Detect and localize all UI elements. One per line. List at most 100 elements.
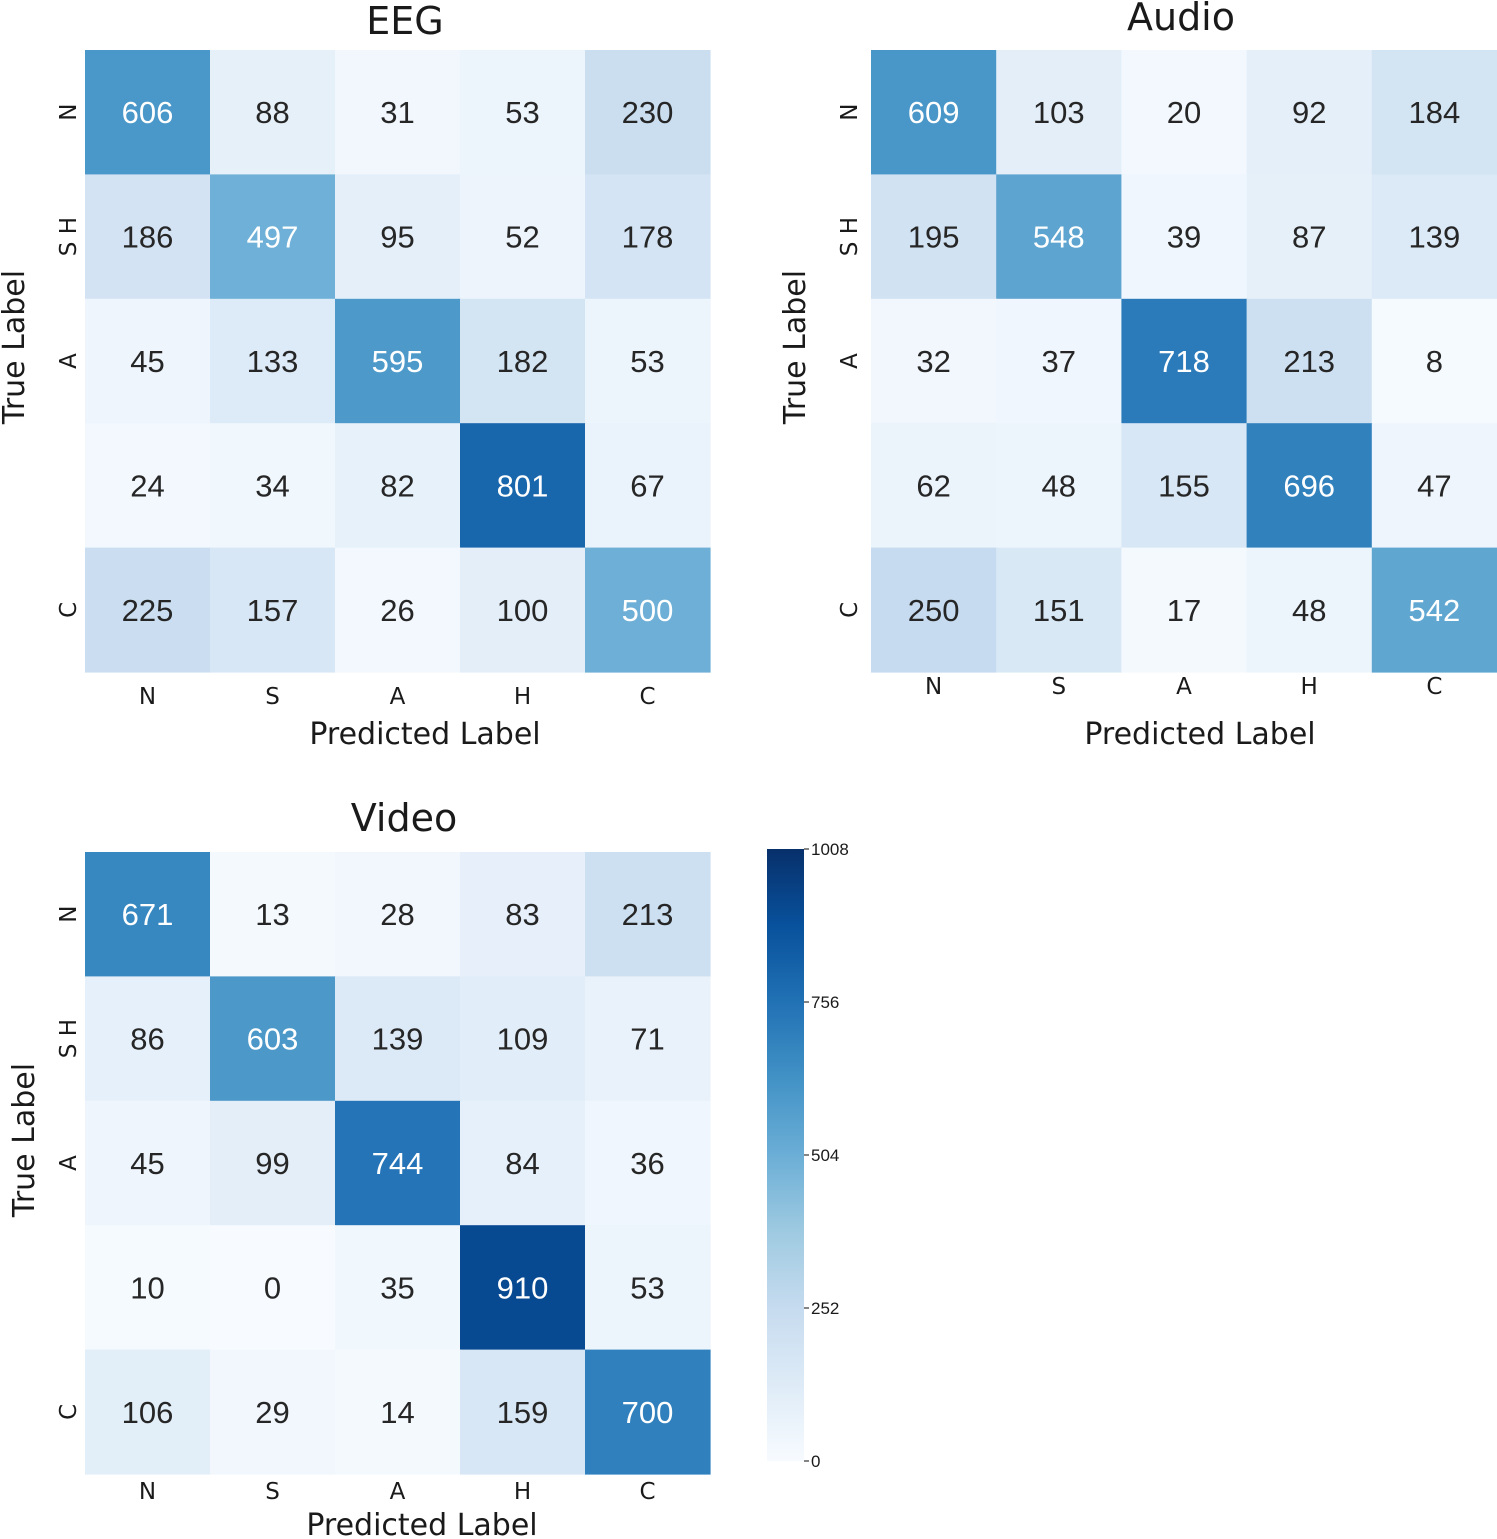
video-panel-title: Video [351, 796, 457, 840]
eeg-cell-value-r0-c1: 88 [255, 95, 289, 130]
eeg-cell-r0-c3 [460, 50, 586, 175]
eeg-cell-value-r2-c0: 45 [130, 344, 164, 379]
audio-cell-r2-c1 [996, 298, 1122, 424]
video-cell-value-r0-c3: 83 [505, 897, 539, 932]
audio-cell-r1-c3 [1246, 174, 1373, 300]
video-cell-r4-c0 [85, 1349, 211, 1475]
video-cell-value-r1-c1: 603 [247, 1022, 299, 1057]
video-cell-r1-c3 [460, 976, 586, 1102]
audio-cell-value-r4-c2: 17 [1167, 593, 1201, 628]
audio-cell-value-r1-c3: 87 [1292, 220, 1326, 255]
video-y-tick-4: C [56, 1404, 82, 1420]
audio-cell-r3-c1 [996, 423, 1122, 549]
video-y-tick-2: A [56, 1155, 82, 1171]
audio-cell-r4-c2 [1121, 547, 1248, 673]
eeg-cell-r3-c1 [210, 423, 336, 549]
eeg-x-tick-1: S [265, 684, 280, 710]
eeg-cell-r0-c4 [585, 50, 711, 175]
eeg-cell-value-r1-c0: 186 [122, 220, 174, 255]
eeg-cell-value-r3-c3: 801 [497, 468, 549, 503]
video-cell-r2-c4 [585, 1100, 711, 1226]
video-cell-value-r1-c4: 71 [630, 1022, 664, 1057]
audio-cell-value-r3-c0: 62 [916, 468, 950, 503]
video-cell-r0-c0 [85, 852, 211, 977]
audio-cell-value-r2-c1: 37 [1042, 344, 1076, 379]
eeg-cell-value-r2-c3: 182 [497, 344, 549, 379]
eeg-panel-title: EEG [366, 0, 443, 43]
eeg-cell-value-r1-c3: 52 [505, 220, 539, 255]
audio-cell-value-r1-c1: 548 [1033, 220, 1085, 255]
video-x-tick-1: S [265, 1479, 280, 1505]
eeg-x-tick-2: A [390, 684, 406, 710]
eeg-cell-value-r3-c1: 34 [255, 468, 289, 503]
eeg-y-tick-1: S H [56, 217, 82, 256]
video-heatmap-panel: Video 671 13 28 83 213 86 603 139 109 71 45 99 744 84… [7, 796, 711, 1539]
video-cell-value-r0-c0: 671 [122, 897, 174, 932]
audio-cell-value-r2-c2: 718 [1158, 344, 1210, 379]
video-cell-value-r1-c3: 109 [497, 1022, 549, 1057]
eeg-x-tick-0: N [139, 684, 156, 710]
eeg-cell-value-r4-c0: 225 [122, 593, 174, 628]
video-y-tick-0: N [56, 906, 82, 923]
video-x-tick-3: H [514, 1479, 531, 1505]
audio-x-axis-title: Predicted Label [1084, 717, 1315, 752]
audio-x-tick-2: A [1176, 674, 1192, 700]
video-y-axis-title: True Label [7, 1063, 42, 1218]
audio-cell-value-r0-c4: 184 [1409, 95, 1461, 130]
audio-y-tick-0: N [837, 104, 863, 121]
video-cell-r2-c1 [210, 1100, 336, 1226]
eeg-y-tick-2: A [56, 353, 82, 369]
eeg-cell-value-r0-c4: 230 [622, 95, 674, 130]
audio-panel-title: Audio [1127, 0, 1235, 39]
audio-cell-r4-c4 [1371, 547, 1497, 673]
video-cell-r4-c1 [210, 1349, 336, 1475]
audio-cell-r4-c3 [1246, 547, 1373, 673]
eeg-cell-r3-c3 [460, 423, 586, 549]
video-cell-value-r1-c0: 86 [130, 1022, 164, 1057]
video-cell-value-r2-c1: 99 [255, 1146, 289, 1181]
audio-cell-value-r0-c2: 20 [1167, 95, 1201, 130]
eeg-cell-r3-c2 [335, 423, 461, 549]
audio-cell-value-r0-c3: 92 [1292, 95, 1326, 130]
audio-cell-r3-c3 [1246, 423, 1373, 549]
audio-x-tick-3: H [1301, 674, 1318, 700]
audio-cell-r2-c2 [1121, 298, 1248, 424]
audio-cell-value-r3-c1: 48 [1042, 468, 1076, 503]
audio-cell-value-r4-c3: 48 [1292, 593, 1326, 628]
video-cell-r3-c1 [210, 1225, 336, 1351]
eeg-cell-r1-c2 [335, 174, 461, 300]
video-cell-r1-c4 [585, 976, 711, 1102]
colorbar-ticks: 1008 756 504 252 0 [804, 840, 849, 1471]
audio-cell-value-r4-c1: 151 [1033, 593, 1085, 628]
audio-cell-r0-c2 [1121, 50, 1248, 175]
video-cell-value-r2-c0: 45 [130, 1146, 164, 1181]
video-cell-r2-c3 [460, 1100, 586, 1226]
eeg-cell-r1-c0 [85, 174, 211, 300]
video-cell-r0-c3 [460, 852, 586, 977]
video-heatmap-cells: 671 13 28 83 213 86 603 139 109 71 45 99 744 84 36 10 0 3… [85, 852, 711, 1475]
video-cell-value-r4-c3: 159 [497, 1395, 549, 1430]
eeg-cell-r2-c1 [210, 298, 336, 424]
eeg-cell-r2-c3 [460, 298, 586, 424]
eeg-y-tick-4: C [56, 602, 82, 618]
audio-cell-r0-c3 [1246, 50, 1373, 175]
eeg-cell-r4-c0 [85, 547, 211, 673]
audio-cell-r3-c4 [1371, 423, 1497, 549]
audio-cell-value-r3-c3: 696 [1283, 468, 1335, 503]
eeg-cell-value-r4-c4: 500 [622, 593, 674, 628]
video-cell-value-r2-c2: 744 [372, 1146, 424, 1181]
eeg-cell-value-r0-c3: 53 [505, 95, 539, 130]
video-x-axis-title: Predicted Label [306, 1508, 537, 1539]
video-y-tick-labels: N S H A C [56, 906, 82, 1420]
colorbar-tick-label-0: 1008 [811, 840, 849, 859]
eeg-cell-r4-c1 [210, 547, 336, 673]
colorbar: 1008 756 504 252 0 [767, 840, 849, 1471]
video-cell-r4-c3 [460, 1349, 586, 1475]
video-cell-r1-c2 [335, 976, 461, 1102]
audio-cell-r2-c4 [1371, 298, 1497, 424]
audio-cell-r3-c0 [871, 423, 997, 549]
video-cell-r1-c0 [85, 976, 211, 1102]
eeg-cell-value-r2-c4: 53 [630, 344, 664, 379]
video-cell-value-r3-c4: 53 [630, 1270, 664, 1305]
video-cell-value-r3-c1: 0 [264, 1270, 281, 1305]
